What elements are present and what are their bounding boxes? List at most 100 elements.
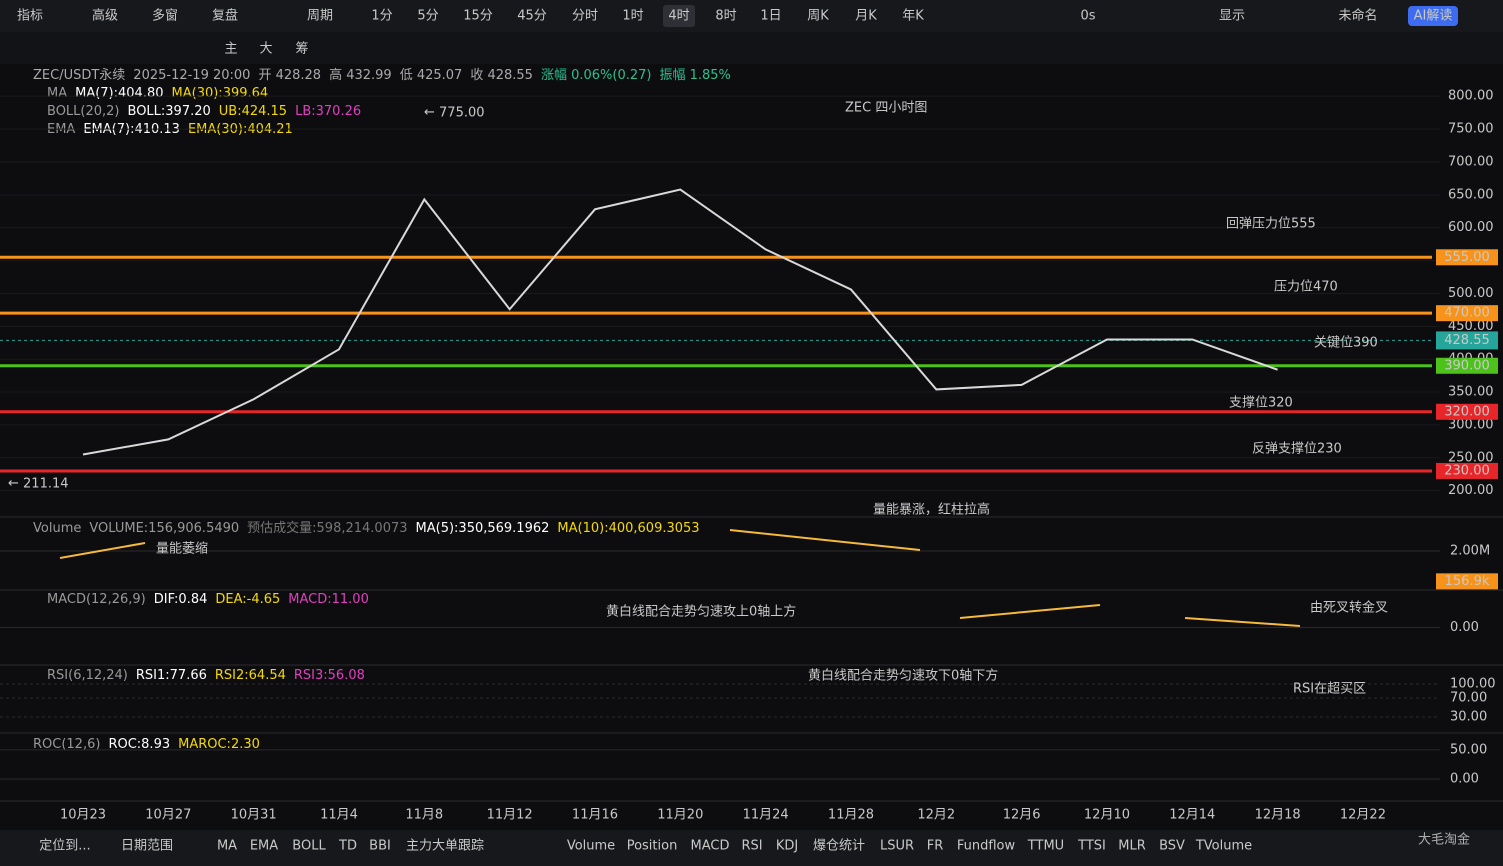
toolbar-item[interactable]: 年K bbox=[902, 9, 924, 24]
indicator-info: Volume VOLUME:156,906.5490 预估成交量:598,214.0… bbox=[33, 520, 700, 536]
level-tag bbox=[1436, 462, 1498, 479]
toolbar-item[interactable]: 指标 bbox=[17, 9, 43, 24]
toolbar-item[interactable]: AI解读 bbox=[1414, 9, 1453, 24]
info-item: UB:424.15 bbox=[219, 104, 287, 119]
x-tick-label: 10月23 bbox=[60, 808, 106, 823]
info-item: MAROC:2.30 bbox=[178, 737, 260, 752]
x-tick-label: 12月18 bbox=[1255, 808, 1301, 823]
info-item: 低 425.07 bbox=[400, 68, 463, 83]
bottom-item[interactable]: 主力大单跟踪 bbox=[406, 839, 484, 854]
y-tick-label: 300.00 bbox=[1448, 417, 1494, 432]
info-item: MA(7):404.80 bbox=[75, 86, 163, 101]
bottom-item[interactable]: FR bbox=[927, 839, 944, 854]
y-tick-label: 700.00 bbox=[1448, 154, 1494, 169]
x-tick-label: 12月10 bbox=[1084, 808, 1130, 823]
info-item: BOLL:397.20 bbox=[128, 104, 211, 119]
y-tick-label: 70.00 bbox=[1450, 691, 1487, 706]
low-label: 211.14 bbox=[23, 476, 69, 491]
level-label: 555.00 bbox=[1444, 250, 1490, 265]
toolbar-item[interactable]: 周K bbox=[807, 9, 829, 24]
bottom-item[interactable]: TD bbox=[338, 839, 357, 854]
bottom-item[interactable]: BBI bbox=[369, 839, 391, 854]
y-tick-label: 100.00 bbox=[1450, 677, 1496, 692]
toolbar-item[interactable]: 4时 bbox=[668, 9, 689, 24]
toolbar-item[interactable]: 1分 bbox=[371, 9, 392, 24]
info-item: 预估成交量:598,214.0073 bbox=[247, 520, 407, 536]
toolbar-item[interactable]: 未命名 bbox=[1338, 8, 1377, 24]
y-tick-label: 200.00 bbox=[1448, 483, 1494, 498]
toolbar-item[interactable]: 1时 bbox=[622, 9, 643, 24]
draw-tool[interactable]: 大 bbox=[259, 42, 272, 57]
high-label: 775.00 bbox=[439, 105, 485, 120]
y-tick-label: 2.00M bbox=[1450, 544, 1490, 559]
bottom-item[interactable]: MACD bbox=[691, 839, 730, 854]
bottom-item[interactable]: TVolume bbox=[1195, 839, 1252, 854]
toolbar-item[interactable]: 0s bbox=[1080, 9, 1095, 24]
bottom-item[interactable]: TTSI bbox=[1077, 839, 1106, 854]
toolbar-item[interactable]: 1日 bbox=[760, 9, 781, 24]
annotation: 黄白线配合走势匀速攻上0轴上方 bbox=[606, 604, 796, 620]
info-item: LB:370.26 bbox=[295, 104, 361, 119]
x-tick-label: 11月20 bbox=[657, 808, 703, 823]
info-item: 涨幅 0.06%(0.27) bbox=[541, 68, 652, 83]
bottom-item[interactable]: 爆仓统计 bbox=[813, 839, 865, 854]
draw-tool[interactable]: 筹 bbox=[295, 41, 308, 57]
arrow bbox=[59, 542, 146, 559]
level-label: 390.00 bbox=[1444, 358, 1490, 373]
bottom-item[interactable]: Position bbox=[627, 839, 678, 854]
info-item: RSI3:56.08 bbox=[294, 668, 365, 683]
toolbar-item[interactable]: 周期 bbox=[307, 9, 333, 24]
bottom-item[interactable]: MA bbox=[217, 839, 237, 854]
bottom-item[interactable]: Volume bbox=[567, 839, 615, 854]
y-tick-label: 450.00 bbox=[1448, 319, 1494, 334]
toolbar-item[interactable]: 45分 bbox=[517, 9, 547, 24]
toolbar-item[interactable]: 高级 bbox=[92, 8, 118, 24]
level-tag bbox=[1436, 305, 1498, 322]
toolbar-item[interactable]: 5分 bbox=[417, 9, 438, 24]
x-tick-label: 10月27 bbox=[145, 808, 191, 823]
toolbar-item[interactable]: 月K bbox=[855, 9, 877, 24]
info-item: RSI2:64.54 bbox=[215, 668, 286, 683]
indicator-info: MACD(12,26,9) DIF:0.84 DEA:-4.65 MACD:11.00 bbox=[47, 592, 369, 607]
x-tick-label: 12月2 bbox=[917, 808, 955, 823]
info-item: VOLUME:156,906.5490 bbox=[89, 521, 239, 536]
x-tick-label: 11月24 bbox=[743, 808, 789, 823]
indicator-info: MA MA(7):404.80 MA(30):399.64 bbox=[47, 86, 268, 101]
y-tick-label: 500.00 bbox=[1448, 286, 1494, 301]
bottom-item[interactable]: BOLL bbox=[292, 839, 326, 854]
top-toolbar bbox=[0, 0, 1503, 32]
bottom-item[interactable]: EMA bbox=[250, 839, 278, 854]
toolbar-item[interactable]: 8时 bbox=[715, 9, 736, 24]
bottom-item[interactable]: TTMU bbox=[1027, 839, 1064, 854]
x-tick-label: 11月16 bbox=[572, 808, 618, 823]
info-item: ROC(12,6) bbox=[33, 737, 100, 752]
annotation: ZEC 四小时图 bbox=[845, 101, 927, 116]
info-item: DEA:-4.65 bbox=[215, 592, 280, 607]
bottom-item[interactable]: Fundflow bbox=[957, 839, 1016, 854]
toolbar-item[interactable]: 显示 bbox=[1219, 9, 1245, 24]
info-item: MA bbox=[47, 86, 67, 101]
bottom-item[interactable]: 定位到... bbox=[39, 839, 90, 854]
bottom-item[interactable]: RSI bbox=[741, 839, 762, 854]
bottom-item[interactable]: 日期范围 bbox=[121, 839, 173, 854]
watermark: 大毛淘金 bbox=[1418, 832, 1470, 848]
indicator-info: EMA EMA(7):410.13 EMA(30):404.21 bbox=[47, 122, 293, 137]
drawing-toolbar bbox=[0, 32, 1503, 64]
toolbar-item[interactable]: 分时 bbox=[572, 9, 598, 24]
indicator-info: ROC(12,6) ROC:8.93 MAROC:2.30 bbox=[33, 737, 260, 752]
level-label: 470.00 bbox=[1444, 306, 1490, 321]
info-item: RSI1:77.66 bbox=[136, 668, 207, 683]
bottom-item[interactable]: MLR bbox=[1118, 839, 1146, 854]
bottom-item[interactable]: LSUR bbox=[880, 839, 914, 854]
indicator-info: ZEC/USDT永续 2025-12-19 20:00 开 428.28 高 432.… bbox=[33, 67, 731, 83]
toolbar-item[interactable]: 复盘 bbox=[212, 8, 238, 24]
draw-tool[interactable]: 主 bbox=[224, 42, 237, 57]
active-period bbox=[663, 5, 695, 27]
bottom-item[interactable]: KDJ bbox=[776, 839, 798, 854]
info-item: ROC:8.93 bbox=[108, 737, 170, 752]
annotation: 量能暴涨，红柱拉高 bbox=[873, 502, 990, 518]
toolbar-item[interactable]: 15分 bbox=[463, 9, 493, 24]
bottom-item[interactable]: BSV bbox=[1159, 839, 1185, 854]
toolbar-item[interactable]: 多窗 bbox=[152, 8, 178, 24]
